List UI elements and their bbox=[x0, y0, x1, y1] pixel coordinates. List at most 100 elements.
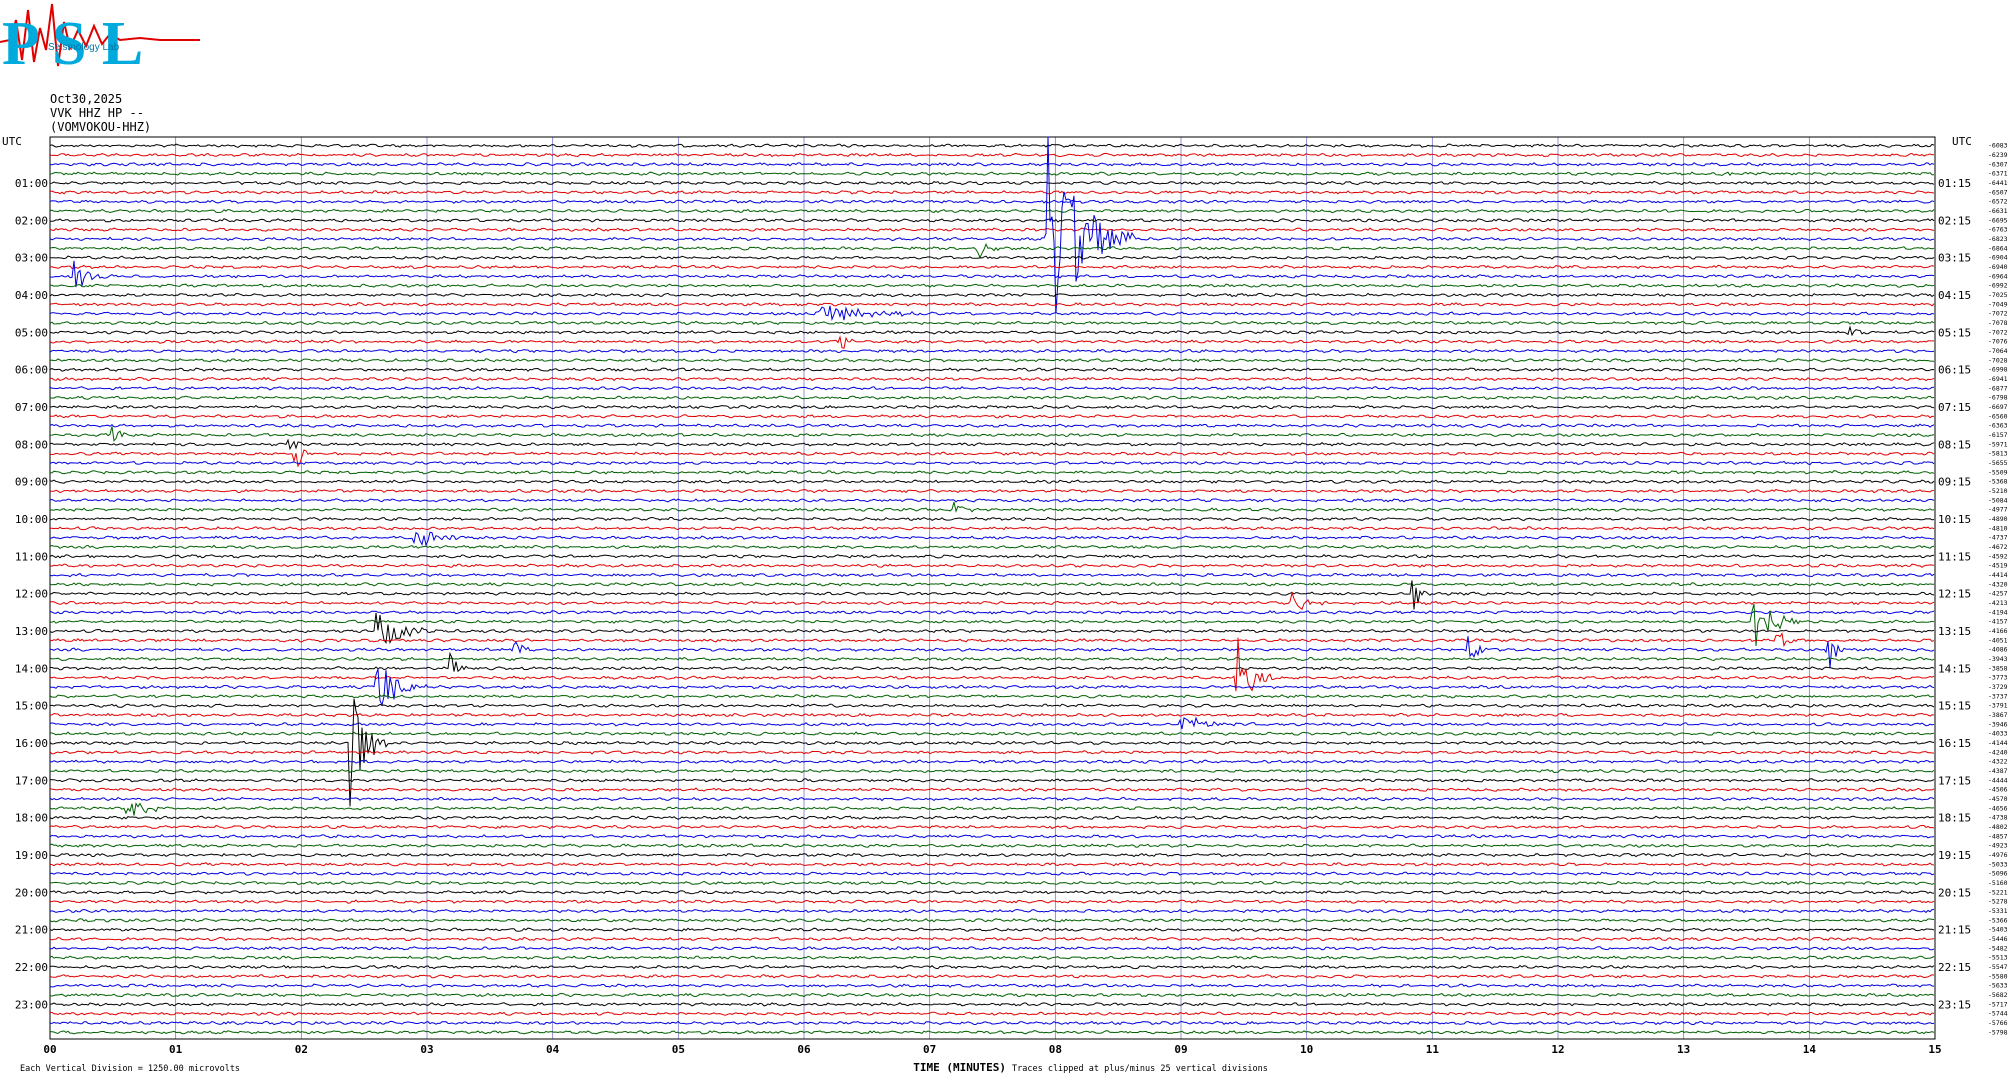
logo-text: P S L bbox=[2, 10, 143, 72]
offset-label-95: -5798 bbox=[1988, 1028, 2008, 1036]
right-hour-label-1: 02:15 bbox=[1938, 214, 1971, 227]
offset-label-32: -5971 bbox=[1988, 440, 2008, 448]
left-hour-label-1: 02:00 bbox=[15, 214, 48, 227]
offset-label-27: -6798 bbox=[1988, 394, 2008, 402]
offset-label-86: -5482 bbox=[1988, 944, 2008, 952]
left-utc-label: UTC bbox=[2, 135, 22, 148]
trace-59 bbox=[49, 694, 1935, 699]
right-hour-label-19: 20:15 bbox=[1938, 886, 1971, 899]
offset-label-47: -4320 bbox=[1988, 580, 2008, 588]
trace-66 bbox=[49, 759, 1935, 764]
trace-87 bbox=[49, 955, 1935, 960]
offset-label-11: -6864 bbox=[1988, 244, 2008, 252]
left-hour-label-2: 03:00 bbox=[15, 252, 48, 265]
offset-label-66: -4322 bbox=[1988, 758, 2008, 766]
trace-81 bbox=[49, 899, 1935, 904]
offset-label-14: -6964 bbox=[1988, 272, 2008, 280]
trace-36 bbox=[49, 479, 1935, 484]
offset-label-33: -5813 bbox=[1988, 450, 2008, 458]
offset-label-20: -7072 bbox=[1988, 328, 2008, 336]
left-hour-label-5: 06:00 bbox=[15, 364, 48, 377]
trace-70 bbox=[49, 796, 1935, 802]
offset-label-61: -3867 bbox=[1988, 711, 2008, 719]
channel-label: VVK HHZ HP -- bbox=[50, 106, 144, 120]
left-hour-label-22: 23:00 bbox=[15, 998, 48, 1011]
offset-label-52: -4166 bbox=[1988, 627, 2008, 635]
offset-label-90: -5633 bbox=[1988, 982, 2008, 990]
trace-39 bbox=[49, 501, 1935, 513]
left-hour-label-0: 01:00 bbox=[15, 177, 48, 190]
offset-label-46: -4414 bbox=[1988, 571, 2008, 579]
trace-46 bbox=[49, 572, 1935, 578]
left-hour-label-16: 17:00 bbox=[15, 774, 48, 787]
trace-55 bbox=[49, 656, 1935, 662]
offset-label-63: -4033 bbox=[1988, 730, 2008, 738]
left-hour-label-9: 10:00 bbox=[15, 513, 48, 526]
offset-label-92: -5717 bbox=[1988, 1000, 2008, 1008]
trace-68 bbox=[49, 778, 1935, 783]
trace-17 bbox=[49, 302, 1935, 307]
offset-label-48: -4257 bbox=[1988, 590, 2008, 598]
left-hour-label-11: 12:00 bbox=[15, 588, 48, 601]
offset-label-41: -4810 bbox=[1988, 524, 2008, 532]
right-hour-label-15: 16:15 bbox=[1938, 737, 1971, 750]
offset-label-7: -6631 bbox=[1988, 207, 2008, 215]
offset-label-19: -7078 bbox=[1988, 319, 2008, 327]
x-tick-15: 15 bbox=[1928, 1043, 1941, 1056]
right-hour-label-9: 10:15 bbox=[1938, 513, 1971, 526]
left-hour-label-12: 13:00 bbox=[15, 625, 48, 638]
offset-label-36: -5368 bbox=[1988, 478, 2008, 486]
trace-80 bbox=[49, 890, 1935, 895]
x-tick-02: 02 bbox=[295, 1043, 308, 1056]
trace-20 bbox=[49, 325, 1935, 337]
trace-72 bbox=[49, 815, 1935, 820]
offset-label-94: -5766 bbox=[1988, 1019, 2008, 1027]
offset-label-62: -3946 bbox=[1988, 720, 2008, 728]
offset-label-59: -3737 bbox=[1988, 692, 2008, 700]
offset-label-55: -3943 bbox=[1988, 655, 2008, 663]
trace-61 bbox=[49, 712, 1935, 718]
x-tick-09: 09 bbox=[1174, 1043, 1187, 1056]
x-tick-06: 06 bbox=[797, 1043, 811, 1056]
right-hour-label-13: 14:15 bbox=[1938, 662, 1971, 675]
right-hour-label-8: 09:15 bbox=[1938, 476, 1971, 489]
offset-label-87: -5513 bbox=[1988, 954, 2008, 962]
offset-label-10: -6823 bbox=[1988, 235, 2008, 243]
trace-38 bbox=[49, 498, 1935, 503]
right-hour-label-16: 17:15 bbox=[1938, 774, 1971, 787]
trace-57 bbox=[49, 637, 1935, 692]
scale-note: Each Vertical Division = 1250.00 microvo… bbox=[20, 1064, 240, 1074]
offset-label-21: -7076 bbox=[1988, 338, 2008, 346]
trace-62 bbox=[49, 716, 1935, 730]
right-hour-label-2: 03:15 bbox=[1938, 252, 1971, 265]
left-hour-label-10: 11:00 bbox=[15, 550, 48, 563]
trace-12 bbox=[49, 255, 1935, 260]
offset-label-44: -4592 bbox=[1988, 552, 2008, 560]
right-hour-label-3: 04:15 bbox=[1938, 289, 1971, 302]
trace-47 bbox=[49, 582, 1935, 587]
offset-label-3: -6371 bbox=[1988, 170, 2008, 178]
right-hour-label-12: 13:15 bbox=[1938, 625, 1971, 638]
offset-label-45: -4519 bbox=[1988, 562, 2008, 570]
trace-48 bbox=[49, 580, 1935, 610]
offset-label-5: -6507 bbox=[1988, 188, 2008, 196]
right-hour-label-20: 21:15 bbox=[1938, 924, 1971, 937]
trace-94 bbox=[49, 1020, 1935, 1026]
trace-76 bbox=[50, 852, 1935, 858]
offset-label-4: -6441 bbox=[1988, 179, 2008, 187]
trace-45 bbox=[49, 563, 1935, 568]
offset-label-68: -4444 bbox=[1988, 776, 2008, 784]
station-label: (VOMVOKOU-HHZ) bbox=[50, 120, 152, 134]
trace-42 bbox=[49, 531, 1935, 547]
offset-label-54: -4086 bbox=[1988, 646, 2008, 654]
offset-label-37: -5210 bbox=[1988, 487, 2008, 495]
right-hour-label-0: 01:15 bbox=[1938, 177, 1971, 190]
trace-16 bbox=[49, 292, 1935, 298]
offset-label-23: -7028 bbox=[1988, 356, 2008, 364]
minute-gridlines bbox=[49, 136, 1936, 1040]
right-hour-label-14: 15:15 bbox=[1938, 700, 1971, 713]
offset-label-71: -4656 bbox=[1988, 804, 2008, 812]
trace-83 bbox=[49, 918, 1935, 923]
trace-53 bbox=[49, 632, 1935, 648]
